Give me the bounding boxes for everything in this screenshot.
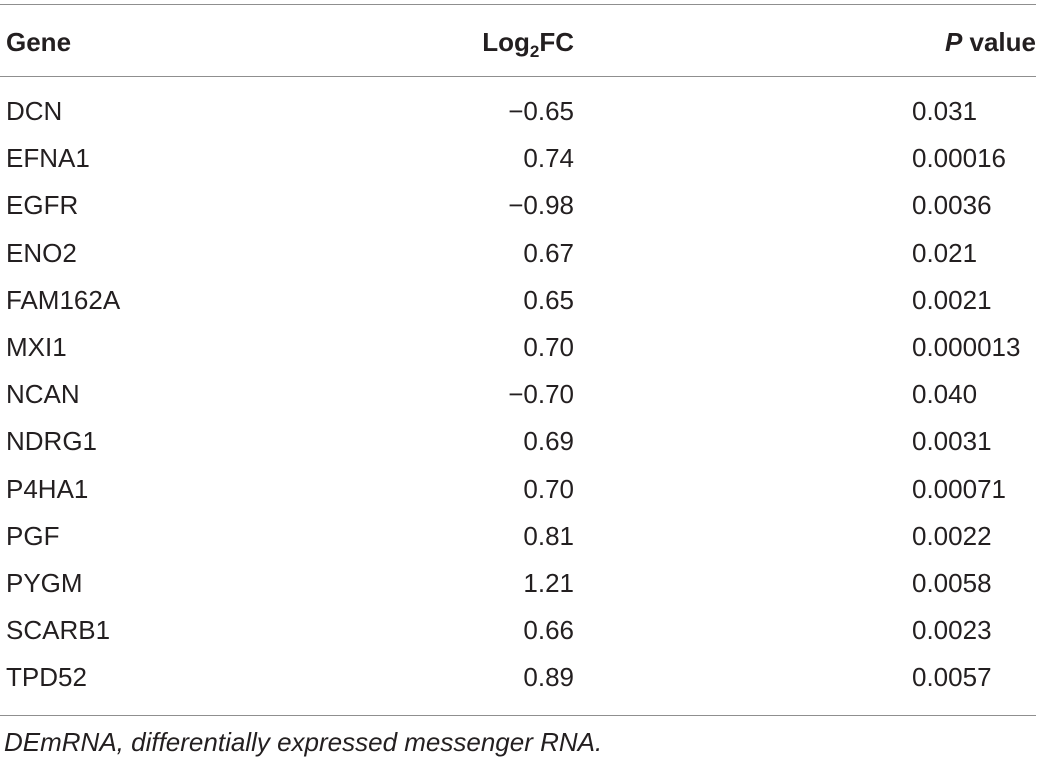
cell-gene: PGF	[6, 520, 60, 551]
cell-log2fc: 0.89	[523, 662, 574, 693]
cell-p-value: 0.0057	[912, 662, 992, 693]
cell-log2fc: 0.65	[523, 284, 574, 315]
table-row: NCAN −0.70 0.040	[0, 371, 1036, 418]
cell-gap	[574, 418, 912, 465]
cell-p-value: 0.000013	[912, 332, 1021, 363]
cell-gene: ENO2	[6, 237, 77, 268]
table-row: PYGM 1.21 0.0058	[0, 560, 1036, 607]
cell-log2fc: −0.70	[508, 379, 574, 410]
cell-p-value: 0.0021	[912, 284, 992, 315]
table-row: MXI1 0.70 0.000013	[0, 324, 1036, 371]
cell-gene: SCARB1	[6, 615, 111, 646]
cell-p-value: 0.00071	[912, 473, 1006, 504]
header-log2fc-prefix: Log	[482, 27, 530, 57]
cell-gene: P4HA1	[6, 473, 89, 504]
top-rule	[0, 4, 1036, 5]
table-row: SCARB1 0.66 0.0023	[0, 607, 1036, 654]
cell-p-value: 0.0036	[912, 190, 992, 221]
cell-log2fc: 0.70	[523, 473, 574, 504]
header-row: Gene Log2FC P value	[0, 0, 1036, 80]
header-p-value: P value	[912, 0, 1036, 80]
cell-p-value: 0.031	[912, 96, 978, 126]
gene-table: Gene Log2FC P value DCN −0.65 0.031 EFNA1 0.…	[0, 0, 1036, 702]
cell-gap	[574, 324, 912, 371]
cell-p-value: 0.0023	[912, 615, 992, 646]
cell-log2fc: 0.66	[523, 615, 574, 646]
cell-p-value: 0.0031	[912, 426, 992, 457]
bottom-rule	[0, 715, 1036, 716]
cell-gene: DCN	[6, 96, 63, 126]
cell-gap	[574, 654, 912, 701]
cell-p-value: 0.0022	[912, 520, 992, 551]
header-log2fc-suffix: FC	[539, 27, 574, 57]
table-row: P4HA1 0.70 0.00071	[0, 466, 1036, 513]
table-row: EFNA1 0.74 0.00016	[0, 135, 1036, 182]
header-log2fc-subscript: 2	[529, 42, 540, 61]
cell-gene: MXI1	[6, 332, 67, 363]
table-footnote: DEmRNA, differentially expressed messeng…	[4, 727, 603, 757]
cell-log2fc: −0.98	[508, 190, 574, 221]
cell-gene: PYGM	[6, 568, 83, 599]
cell-gene: FAM162A	[6, 284, 121, 315]
cell-log2fc: 0.74	[523, 143, 574, 174]
cell-gap	[574, 513, 912, 560]
cell-gene: NCAN	[6, 379, 80, 410]
cell-log2fc: 1.21	[523, 568, 574, 599]
cell-p-value: 0.00016	[912, 143, 1006, 174]
table-body: DCN −0.65 0.031 EFNA1 0.74 0.00016 EGFR −0.98 0.…	[0, 80, 1036, 702]
cell-log2fc: 0.81	[523, 520, 574, 551]
header-gene: Gene	[6, 27, 72, 57]
header-p-rest: value	[962, 27, 1037, 57]
cell-gap	[574, 277, 912, 324]
cell-gap	[574, 230, 912, 277]
cell-log2fc: 0.69	[523, 426, 574, 457]
header-log2fc: Log2FC	[420, 0, 574, 80]
cell-log2fc: 0.70	[523, 332, 574, 363]
header-p-italic: P	[944, 27, 963, 57]
header-rule	[0, 76, 1036, 77]
cell-p-value: 0.021	[912, 237, 978, 268]
cell-gap	[574, 182, 912, 229]
table-row: PGF 0.81 0.0022	[0, 513, 1036, 560]
cell-p-value: 0.0058	[912, 568, 992, 599]
cell-gene: NDRG1	[6, 426, 98, 457]
header-gap	[574, 0, 912, 80]
cell-gap	[574, 80, 912, 135]
cell-gene: TPD52	[6, 662, 87, 693]
cell-gap	[574, 466, 912, 513]
table-row: EGFR −0.98 0.0036	[0, 182, 1036, 229]
cell-log2fc: −0.65	[508, 96, 574, 126]
cell-gene: EGFR	[6, 190, 79, 221]
table-row: DCN −0.65 0.031	[0, 80, 1036, 135]
table-row: FAM162A 0.65 0.0021	[0, 277, 1036, 324]
cell-gap	[574, 135, 912, 182]
cell-p-value: 0.040	[912, 379, 978, 410]
cell-gap	[574, 371, 912, 418]
cell-log2fc: 0.67	[523, 237, 574, 268]
cell-gap	[574, 560, 912, 607]
table-row: TPD52 0.89 0.0057	[0, 654, 1036, 701]
table-row: NDRG1 0.69 0.0031	[0, 418, 1036, 465]
cell-gene: EFNA1	[6, 143, 90, 174]
table-row: ENO2 0.67 0.021	[0, 230, 1036, 277]
cell-gap	[574, 607, 912, 654]
